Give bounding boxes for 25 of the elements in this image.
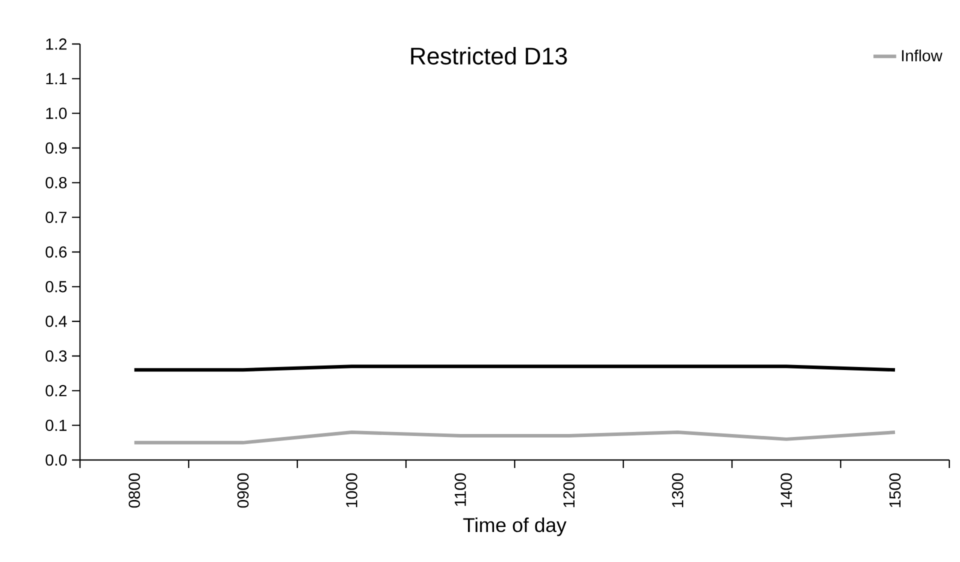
line-series [132, 430, 897, 444]
x-tick-label: 1500 [889, 473, 901, 508]
x-axis-title: Time of day [463, 517, 566, 536]
y-tick-label: 0.4 [46, 316, 67, 327]
x-tick-label: 0800 [128, 473, 140, 508]
y-tick-label: 1.1 [46, 73, 67, 84]
y-tick-label: 0.6 [46, 246, 67, 258]
x-tick-label: 0900 [237, 473, 249, 508]
y-tick-label: 0.2 [46, 385, 66, 396]
x-tick-label: 1300 [672, 473, 684, 508]
y-tick-label: 1.0 [46, 108, 67, 119]
y-tick-label: 0.8 [46, 177, 67, 188]
y-tick-label: 0.3 [46, 350, 67, 362]
legend-label: Inflow [902, 50, 942, 62]
x-tick-label: 1200 [563, 473, 575, 508]
y-tick-label: 0.0 [46, 454, 67, 466]
chart-title: Restricted D13 [411, 46, 567, 65]
y-tick-label: 0.7 [46, 212, 66, 223]
x-tick-label: 1000 [346, 473, 358, 508]
y-tick-label: 0.1 [46, 420, 67, 431]
y-tick-label: 0.9 [46, 142, 67, 154]
x-tick-label: 1100 [454, 473, 466, 506]
x-tick-label: 1400 [780, 473, 792, 508]
y-tick-label: 1.2 [46, 38, 66, 50]
y-tick-label: 0.5 [46, 281, 67, 292]
